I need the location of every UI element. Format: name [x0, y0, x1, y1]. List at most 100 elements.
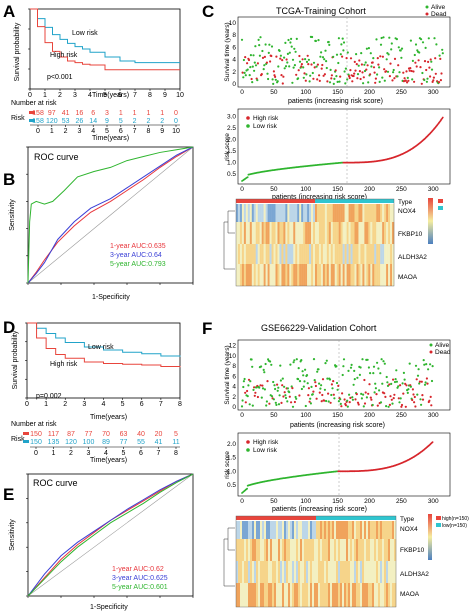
- f-scatter-point: [430, 379, 434, 383]
- f-heat-cell: [366, 583, 369, 607]
- panel-c-scatter-xlabel: patients (increasing risk score): [288, 98, 383, 105]
- c-heat-cell: [346, 204, 349, 222]
- c-scatter-point: [291, 58, 295, 61]
- f-risk-xtick: 50: [270, 498, 278, 505]
- f-heat-cell: [274, 539, 277, 561]
- c-scatter-point: [358, 59, 361, 62]
- f-heat-cell: [342, 521, 345, 539]
- f-scatter-point: [411, 388, 414, 391]
- f-heat-cell: [254, 583, 257, 607]
- f-scatter-point: [346, 399, 349, 402]
- f-heat-cell: [362, 539, 365, 561]
- panel-f-cohort: F GSE66229-Validation Cohort Survival ti…: [202, 319, 469, 608]
- c-heat-cell: [338, 222, 341, 244]
- f-scatter-point: [318, 382, 321, 385]
- c-heat-cell: [358, 264, 361, 286]
- c-scatter-point: [382, 36, 385, 39]
- c-heat-cell: [269, 204, 272, 222]
- c-scatter-point: [374, 81, 377, 84]
- c-scatter-point: [337, 37, 340, 40]
- f-scatter-point: [320, 384, 323, 387]
- c-scatter-point: [310, 63, 313, 66]
- f-heat-cell: [316, 521, 319, 539]
- f-heat-cell: [392, 561, 395, 583]
- f-scatter-point: [394, 378, 397, 381]
- c-scatter-point: [309, 74, 312, 77]
- a-risk-cell: 97: [48, 110, 56, 117]
- d-xtick-label: 0: [25, 401, 29, 408]
- f-scatter-point: [339, 402, 342, 405]
- c-heat-cell: [316, 264, 320, 286]
- f-scatter-point: [408, 362, 411, 365]
- f-heat-cell: [310, 583, 313, 607]
- c-scatter-point: [256, 62, 259, 65]
- f-risk-ytick: 1.0: [227, 468, 236, 475]
- f-heat-cell: [338, 539, 341, 561]
- f-heat-cell: [294, 521, 297, 539]
- f-heat-cell: [312, 583, 315, 607]
- panel-a-km: A Survival probability 0 1 2 3 4 5 6 7 8 9 10 Time…: [3, 2, 184, 142]
- panel-c-risk-xlabel: patients (increasing risk score): [272, 194, 367, 201]
- f-scatter-point: [393, 380, 397, 384]
- c-heat-cell: [318, 244, 322, 264]
- f-scatter-ytick: 10: [229, 353, 237, 360]
- c-heat-cell: [297, 264, 300, 286]
- c-scatter-point: [341, 37, 344, 40]
- c-scatter-point: [248, 74, 251, 77]
- f-heat-cell: [316, 561, 319, 583]
- c-scatter-point: [320, 51, 323, 54]
- panel-f-risk-yticks: 0.5 1.0 1.5 2.0: [227, 441, 236, 489]
- panel-d-high-label: High risk: [50, 361, 78, 368]
- c-heat-cell: [382, 264, 385, 286]
- f-heat-cell: [322, 521, 325, 539]
- c-heat-cell: [307, 264, 310, 286]
- f-scatter-point: [418, 382, 421, 385]
- f-heat-cell: [362, 561, 365, 583]
- c-scatter-point: [372, 57, 375, 60]
- f-heat-cell: [268, 521, 271, 539]
- c-heat-cell: [271, 204, 274, 222]
- f-scatter-point: [305, 374, 309, 377]
- c-heat-cell: [326, 264, 330, 286]
- f-scatter-point: [311, 393, 314, 396]
- c-scatter-point: [379, 43, 383, 46]
- c-heat-cell: [291, 204, 294, 222]
- f-scatter-point: [417, 368, 420, 371]
- c-heat-cell: [237, 244, 241, 264]
- f-heat-cell: [382, 539, 385, 561]
- c-scatter-point: [388, 36, 391, 39]
- c-heat-cell: [247, 244, 251, 264]
- f-heat-cell: [320, 521, 323, 539]
- c-heat-cell: [305, 222, 308, 244]
- c-scatter-point: [293, 64, 296, 67]
- d-curve-high: [27, 322, 181, 368]
- f-heat-cell: [244, 561, 247, 583]
- panel-c-heat-gene-1: NOX4: [398, 208, 416, 215]
- f-scatter-point: [260, 396, 263, 399]
- f-heat-cell: [302, 521, 305, 539]
- f-heat-cell: [264, 521, 267, 539]
- f-scatter-point: [284, 396, 288, 400]
- c-scatter-point: [417, 59, 420, 62]
- f-heat-cell: [252, 521, 255, 539]
- c-heat-cell: [364, 204, 367, 222]
- c-heat-cell: [350, 244, 353, 264]
- c-scatter-point: [385, 70, 388, 73]
- c-scatter-point: [302, 66, 305, 69]
- f-heat-cell: [306, 583, 309, 607]
- c-heat-cell: [350, 222, 353, 244]
- f-heat-cell: [340, 583, 343, 607]
- panel-f-alive-key: [429, 343, 433, 347]
- f-heat-cell: [366, 521, 369, 539]
- panel-d-km: D Survival probability 0 1 2 3 4 5 6 7 8 Time(ye…: [3, 318, 182, 464]
- f-heat-cell: [370, 521, 373, 539]
- f-heat-cell: [378, 539, 381, 561]
- f-scatter-point: [421, 394, 424, 397]
- f-heat-cell: [336, 521, 339, 539]
- panel-b-title: ROC curve: [34, 152, 79, 162]
- a-risk-xtick-label: 6: [119, 128, 123, 135]
- c-heat-cell: [358, 244, 361, 264]
- c-heat-cell: [245, 264, 249, 286]
- f-scatter-point: [395, 380, 398, 383]
- f-scatter-point: [346, 405, 349, 408]
